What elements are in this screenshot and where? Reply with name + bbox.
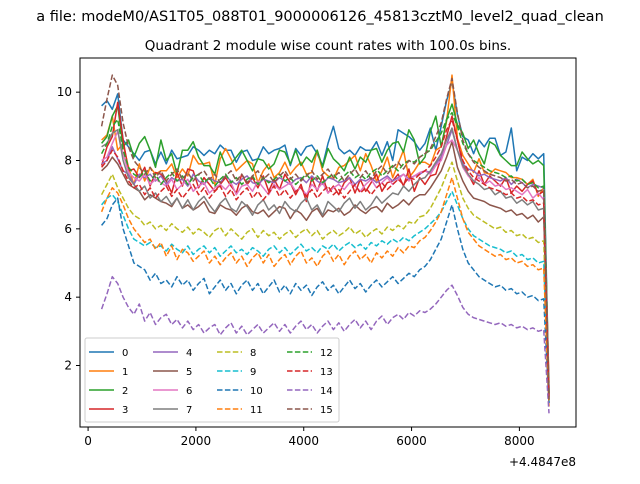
series-line-9 [101,190,550,404]
legend-label-4: 4 [186,348,192,359]
series-line-13 [101,118,550,400]
legend-label-0: 0 [122,348,128,359]
axes-frame [79,57,577,428]
legend-label-8: 8 [250,348,256,359]
legend-frame [84,337,340,423]
series-group [100,74,550,414]
legend-label-15: 15 [320,405,333,416]
legend-label-5: 5 [186,367,192,378]
legend-label-14: 14 [320,386,333,397]
figure-suptitle: a file: modeM0/AS1T05_088T01_9000006126_… [36,9,604,25]
legend-label-3: 3 [122,405,128,416]
y-tick-label: 2 [64,359,72,373]
series-line-10 [101,197,550,404]
y-axis: 2 4 6 8 10 [57,85,80,373]
chart-title: Quadrant 2 module wise count rates with … [145,38,511,54]
legend-label-12: 12 [320,348,333,359]
legend-label-9: 9 [250,367,256,378]
legend-label-2: 2 [122,386,128,397]
series-line-8 [100,161,550,400]
series-line-15 [100,74,550,400]
legend-label-13: 13 [320,367,333,378]
series-line-12 [100,111,550,397]
legend-label-6: 6 [186,386,192,397]
y-tick-label: 10 [57,85,72,99]
y-tick-label: 6 [64,222,72,236]
x-tick-label: 2000 [181,434,212,448]
series-line-14 [100,275,550,414]
x-offset-label: +4.4847e8 [509,455,576,469]
legend-label-11: 11 [250,405,263,416]
y-tick-label: 8 [64,154,72,168]
series-line-11 [100,176,550,407]
x-tick-label: 8000 [504,434,535,448]
series-line-7 [101,127,550,393]
x-axis: 0 2000 4000 6000 8000 [84,427,535,448]
legend-label-10: 10 [250,386,263,397]
legend-label-7: 7 [186,405,192,416]
series-line-0 [101,81,550,393]
legend-label-1: 1 [122,367,128,378]
x-tick-label: 6000 [396,434,427,448]
y-tick-label: 4 [64,290,72,304]
x-tick-label: 4000 [288,434,319,448]
x-tick-label: 0 [84,434,92,448]
